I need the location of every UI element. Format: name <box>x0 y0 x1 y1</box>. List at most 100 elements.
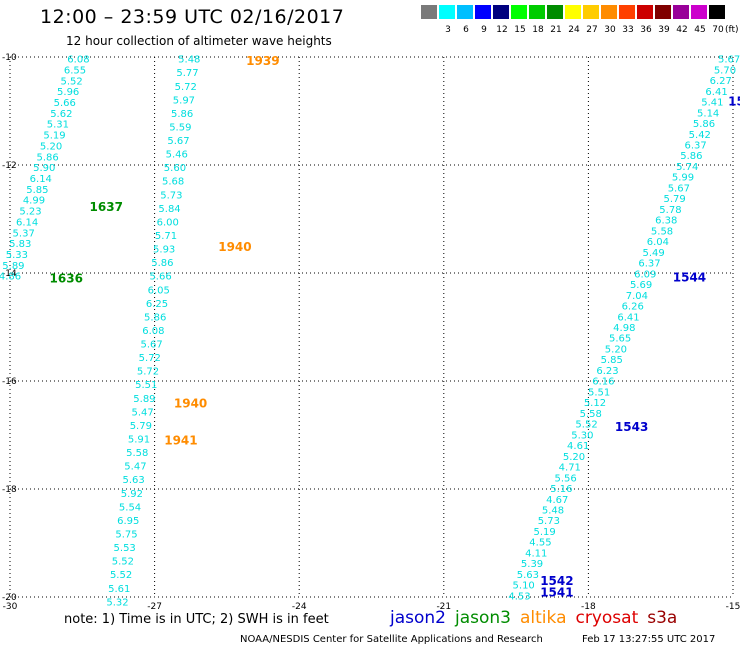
swh-value: 5.20 <box>563 452 585 463</box>
swh-value: 5.56 <box>554 473 576 484</box>
swh-value: 5.54 <box>119 502 141 513</box>
pass-time-label: 15 <box>728 94 740 108</box>
legend-label: 12 <box>496 25 508 35</box>
legend-swatch <box>691 5 707 19</box>
legend-unit: (ft) <box>725 25 739 35</box>
pass-time-label: 1940 <box>218 240 251 254</box>
legend-label: 24 <box>568 25 580 35</box>
swh-value: 5.63 <box>123 475 145 486</box>
legend-label: 39 <box>658 25 670 35</box>
swh-value: 5.59 <box>169 122 191 133</box>
legend-swatch <box>457 5 473 19</box>
y-tick-label: -12 <box>2 161 17 171</box>
footer-note: note: 1) Time is in UTC; 2) SWH is in fe… <box>64 612 329 627</box>
swh-value: 5.48 <box>178 55 200 66</box>
swh-value: 5.86 <box>693 119 715 130</box>
swh-value: 5.58 <box>580 409 602 420</box>
swh-value: 4.55 <box>529 538 551 549</box>
swh-value: 5.39 <box>521 559 543 570</box>
swh-value: 5.74 <box>676 162 698 173</box>
swh-value: 4.11 <box>525 548 547 559</box>
legend-label: 18 <box>532 25 544 35</box>
swh-value: 5.14 <box>697 108 719 119</box>
swh-value: 5.79 <box>663 194 685 205</box>
swh-value: 5.41 <box>701 98 723 109</box>
pass-time-label: 1542 <box>540 574 573 588</box>
swh-value: 5.30 <box>571 430 593 441</box>
swh-value: 5.90 <box>33 163 55 174</box>
y-tick-label: -20 <box>2 593 17 603</box>
swh-value: 6.26 <box>622 302 644 313</box>
swh-value: 5.47 <box>124 462 146 473</box>
swh-value: 5.19 <box>534 527 556 538</box>
swh-value: 5.19 <box>43 131 65 142</box>
swh-value: 6.00 <box>157 217 179 228</box>
mission-cryosat: cryosat <box>575 608 639 628</box>
swh-value: 5.51 <box>588 387 610 398</box>
swh-value: 5.67 <box>167 136 189 147</box>
x-tick-label: -18 <box>581 602 596 612</box>
swh-value: 6.14 <box>30 174 52 185</box>
legend-label: 30 <box>604 25 616 35</box>
legend-label: 21 <box>550 25 562 35</box>
swh-value: 5.86 <box>680 151 702 162</box>
legend-swatch <box>511 5 527 19</box>
swh-value: 5.67 <box>140 340 162 351</box>
swh-value: 6.16 <box>592 377 614 388</box>
swh-value: 5.73 <box>160 190 182 201</box>
swh-value: 5.52 <box>575 420 597 431</box>
swh-value: 6.37 <box>684 141 706 152</box>
x-tick-label: -24 <box>292 602 307 612</box>
swh-value: 5.10 <box>513 581 535 592</box>
mission-jason2: jason2 <box>390 608 446 628</box>
legend-swatch <box>655 5 671 19</box>
legend-swatch <box>421 5 437 19</box>
page-subtitle: 12 hour collection of altimeter wave hei… <box>66 34 332 48</box>
swh-value: 4.71 <box>559 463 581 474</box>
swh-value: 6.27 <box>710 76 732 87</box>
swh-value: 5.16 <box>550 484 572 495</box>
legend-label: 15 <box>514 25 526 35</box>
swh-value: 5.49 <box>643 248 665 259</box>
swh-value: 6.08 <box>67 55 89 66</box>
swh-value: 5.46 <box>166 150 188 161</box>
swh-value: 5.84 <box>158 204 180 215</box>
swh-value: 5.51 <box>135 380 157 391</box>
swh-value: 6.55 <box>64 65 86 76</box>
swh-value: 5.66 <box>149 272 171 283</box>
pass-time-label: 1940 <box>174 397 207 411</box>
swh-value: 6.05 <box>148 285 170 296</box>
x-tick-label: -27 <box>147 602 162 612</box>
credit-text: NOAA/NESDIS Center for Satellite Applica… <box>240 634 543 645</box>
swh-value: 5.85 <box>601 355 623 366</box>
x-tick-label: -15 <box>726 602 740 612</box>
mission-s3a: s3a <box>647 608 678 628</box>
legend-swatch <box>637 5 653 19</box>
mission-altika: altika <box>520 608 567 628</box>
swh-value: 4.98 <box>613 323 635 334</box>
x-tick-label: -21 <box>436 602 451 612</box>
swh-value: 5.86 <box>151 258 173 269</box>
swh-value: 5.89 <box>133 394 155 405</box>
mission-jason3: jason3 <box>455 608 511 628</box>
swh-value: 5.23 <box>19 207 41 218</box>
swh-value: 6.95 <box>117 516 139 527</box>
swh-value: 5.48 <box>542 505 564 516</box>
pass-time-label: 1544 <box>673 270 706 284</box>
swh-value: 5.32 <box>106 597 128 608</box>
swh-value: 5.58 <box>126 448 148 459</box>
swh-value: 5.86 <box>37 152 59 163</box>
swh-value: 4.53 <box>508 591 530 602</box>
swh-value: 5.68 <box>162 177 184 188</box>
swh-value: 5.52 <box>60 76 82 87</box>
swh-value: 5.53 <box>114 543 136 554</box>
swh-value: 5.78 <box>659 205 681 216</box>
pass-time-label: 1636 <box>50 271 83 285</box>
y-tick-label: -10 <box>2 53 17 63</box>
swh-value: 4.99 <box>23 196 45 207</box>
swh-value: 5.99 <box>672 173 694 184</box>
timestamp: Feb 17 13:27:55 UTC 2017 <box>582 634 716 645</box>
swh-value: 5.72 <box>139 353 161 364</box>
swh-value: 5.66 <box>54 98 76 109</box>
